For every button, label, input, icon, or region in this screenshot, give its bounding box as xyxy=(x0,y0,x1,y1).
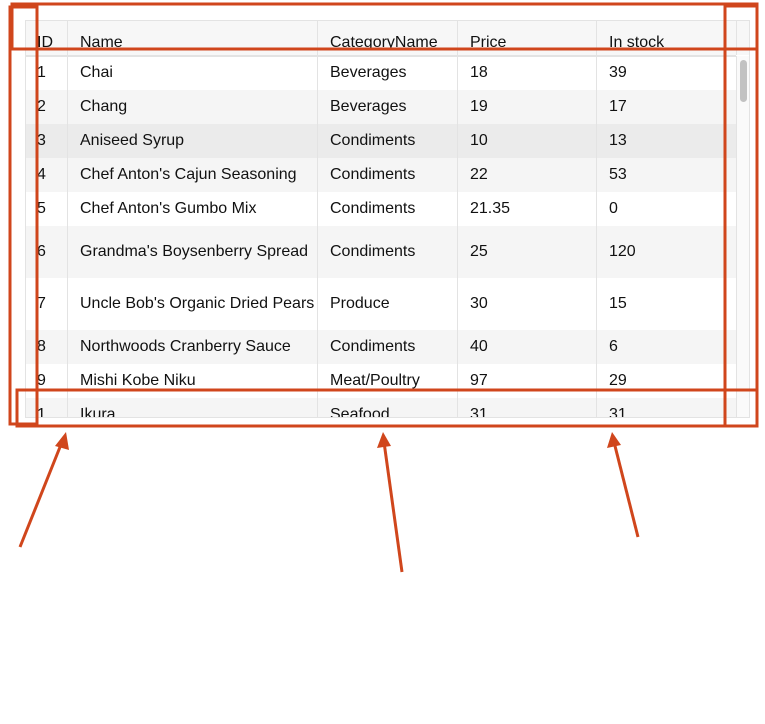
annotation-box-header xyxy=(10,2,759,51)
cell-name: Chai xyxy=(68,56,318,90)
cell-in-stock: 0 xyxy=(609,200,618,217)
cell-id: 5 xyxy=(26,192,68,226)
cell-in-stock: 31 xyxy=(609,406,627,418)
annotation-arrow xyxy=(382,441,404,573)
cell-price: 19 xyxy=(458,90,597,124)
cell-categoryname: Beverages xyxy=(318,90,458,124)
cell-categoryname: Condiments xyxy=(318,124,458,158)
cell-in-stock: 6 xyxy=(609,338,618,355)
table-row[interactable]: 8 Northwoods Cranberry Sauce Condiments 40 6 xyxy=(26,330,736,364)
cell-id: 6 xyxy=(26,226,68,278)
cell-price: 30 xyxy=(458,278,597,330)
cell-categoryname: Condiments xyxy=(318,192,458,226)
cell-price: 21.35 xyxy=(458,192,597,226)
cell-in-stock: 29 xyxy=(609,372,627,389)
table-row[interactable]: 2 Chang Beverages 19 17 xyxy=(26,90,736,124)
cell-in-stock: 120 xyxy=(609,243,636,260)
annotation-arrow xyxy=(18,441,64,548)
cell-name: Aniseed Syrup xyxy=(68,124,318,158)
cell-name: Northwoods Cranberry Sauce xyxy=(68,330,318,364)
cell-in-stock: 15 xyxy=(609,295,627,312)
cell-categoryname: Condiments xyxy=(318,226,458,278)
column-header-id[interactable]: ID xyxy=(26,21,68,55)
cell-name: Mishi Kobe Niku xyxy=(68,364,318,398)
cell-price: 18 xyxy=(458,56,597,90)
cell-categoryname: Seafood xyxy=(318,398,458,417)
grid-body: 1 Chai Beverages 18 39 2 Chang Beverages 19 17 3 An… xyxy=(26,56,736,418)
cell-price: 31 xyxy=(458,398,597,417)
cell-categoryname: Produce xyxy=(318,278,458,330)
cell-id: 1… xyxy=(26,398,68,417)
cell-categoryname: Meat/Poultry xyxy=(318,364,458,398)
annotation-arrow xyxy=(612,441,640,538)
cell-price: 22 xyxy=(458,158,597,192)
column-header-price[interactable]: Price xyxy=(458,21,597,55)
table-row[interactable]: 1… Ikura Seafood 31 31 xyxy=(26,398,736,418)
annotation-box-id-column xyxy=(8,5,39,426)
annotation-box-scrollbar xyxy=(723,4,759,428)
cell-name: Chef Anton's Gumbo Mix xyxy=(68,192,318,226)
cell-categoryname: Condiments xyxy=(318,158,458,192)
column-header-categoryname[interactable]: CategoryName xyxy=(318,21,458,55)
cell-name: Chang xyxy=(68,90,318,124)
cell-id: 2 xyxy=(26,90,68,124)
vertical-scrollbar[interactable] xyxy=(736,56,749,417)
cell-id: 7 xyxy=(26,278,68,330)
table-row[interactable]: 6 Grandma's Boysenberry Spread Condiments 2… xyxy=(26,226,736,278)
cell-id: 1 xyxy=(26,56,68,90)
column-header-name[interactable]: Name xyxy=(68,21,318,55)
cell-id: 9 xyxy=(26,364,68,398)
table-row[interactable]: 5 Chef Anton's Gumbo Mix Condiments 21.35 0 xyxy=(26,192,736,226)
cell-in-stock: 53 xyxy=(609,166,627,183)
cell-price: 40 xyxy=(458,330,597,364)
cell-in-stock: 13 xyxy=(609,132,627,149)
column-header-in-stock[interactable]: In stock xyxy=(609,33,665,51)
cell-name: Uncle Bob's Organic Dried Pears xyxy=(68,278,318,330)
cell-id: 3 xyxy=(26,124,68,158)
cell-categoryname: Beverages xyxy=(318,56,458,90)
table-row[interactable]: 3 Aniseed Syrup Condiments 10 13 xyxy=(26,124,736,158)
table-row[interactable]: 1 Chai Beverages 18 39 xyxy=(26,56,736,90)
data-grid: ID Name CategoryName Price In stock 1 Chai Bev… xyxy=(25,20,750,418)
cell-name: Ikura xyxy=(68,398,318,417)
table-row[interactable]: 4 Chef Anton's Cajun Seasoning Condiments 2… xyxy=(26,158,736,192)
annotation-box-last-row xyxy=(15,388,759,428)
table-row[interactable]: 9 Mishi Kobe Niku Meat/Poultry 97 29 xyxy=(26,364,736,398)
header-scroll-spacer xyxy=(736,21,749,55)
cell-in-stock: 17 xyxy=(609,98,627,115)
cell-price: 10 xyxy=(458,124,597,158)
cell-id: 4 xyxy=(26,158,68,192)
scrollbar-thumb[interactable] xyxy=(740,60,747,102)
cell-price: 25 xyxy=(458,226,597,278)
grid-header: ID Name CategoryName Price In stock xyxy=(26,21,749,57)
cell-id: 8 xyxy=(26,330,68,364)
cell-price: 97 xyxy=(458,364,597,398)
table-row[interactable]: 7 Uncle Bob's Organic Dried Pears Produce 3… xyxy=(26,278,736,330)
cell-name: Chef Anton's Cajun Seasoning xyxy=(68,158,318,192)
cell-in-stock: 39 xyxy=(609,64,627,81)
cell-categoryname: Condiments xyxy=(318,330,458,364)
cell-name: Grandma's Boysenberry Spread xyxy=(68,226,318,278)
